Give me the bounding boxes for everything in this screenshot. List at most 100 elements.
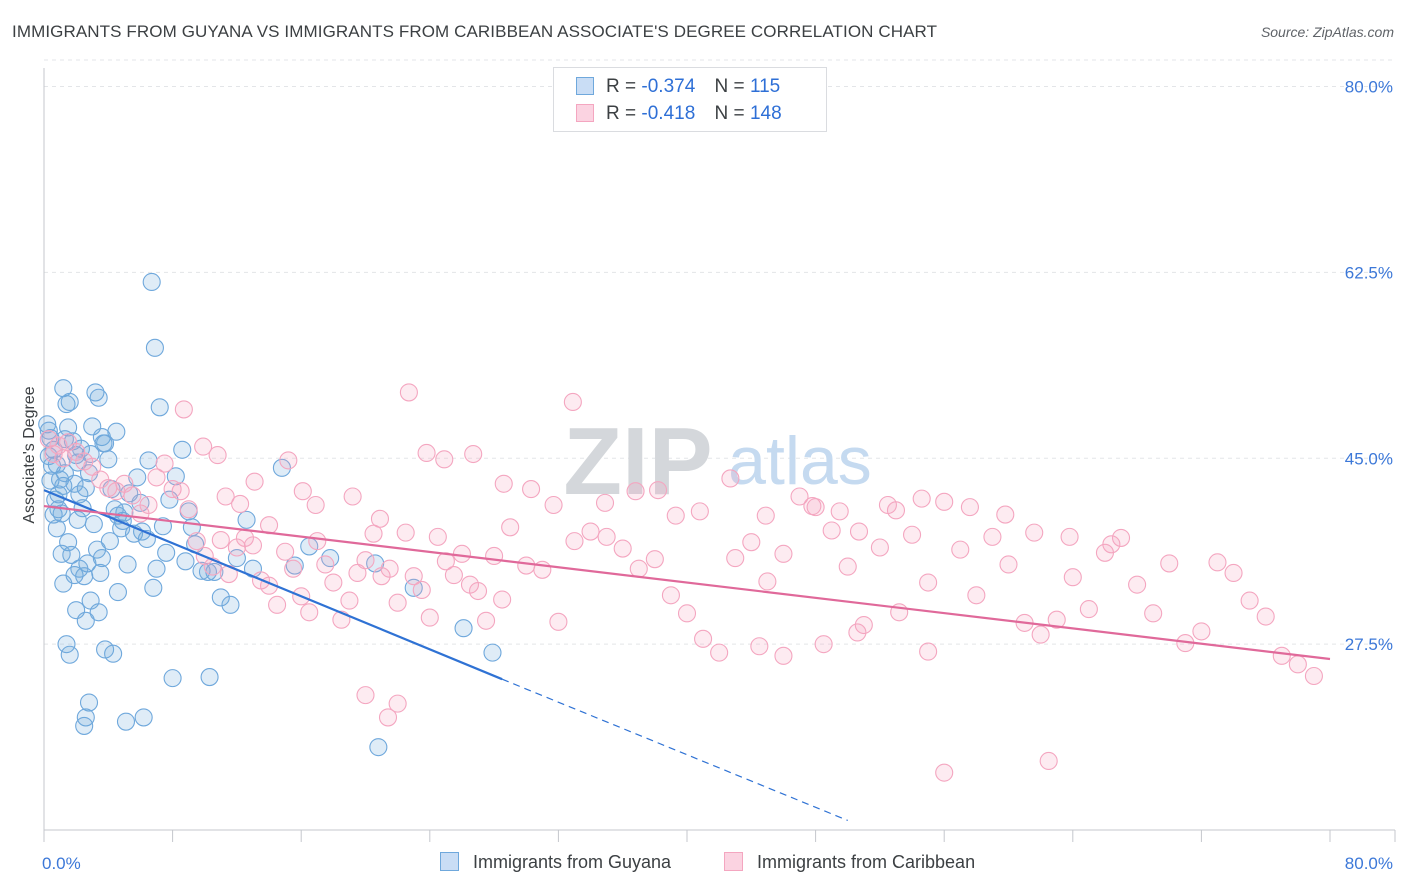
point-caribbean bbox=[293, 482, 312, 501]
legend-r-value-caribbean: -0.418 bbox=[641, 103, 696, 124]
point-guyana bbox=[108, 583, 127, 602]
legend-n-value-guyana: 115 bbox=[749, 76, 781, 97]
point-caribbean bbox=[452, 544, 472, 563]
point-guyana bbox=[70, 485, 89, 504]
y-tick-label: 27.5% bbox=[1345, 635, 1393, 654]
point-caribbean bbox=[356, 551, 375, 570]
trend-line-caribbean bbox=[43, 504, 1331, 661]
point-caribbean bbox=[870, 538, 889, 557]
point-caribbean bbox=[399, 383, 418, 402]
legend-row-guyana: R = -0.374 N = 115 bbox=[576, 76, 780, 100]
trend-line-guyana bbox=[43, 489, 503, 681]
point-guyana bbox=[79, 693, 99, 712]
point-caribbean bbox=[348, 563, 367, 583]
point-caribbean bbox=[388, 593, 407, 612]
point-caribbean bbox=[951, 540, 970, 559]
point-caribbean bbox=[268, 595, 287, 614]
point-caribbean bbox=[171, 482, 190, 501]
point-guyana bbox=[227, 549, 246, 568]
point-guyana bbox=[483, 643, 502, 662]
point-caribbean bbox=[878, 495, 897, 515]
point-caribbean bbox=[721, 469, 740, 488]
point-caribbean bbox=[626, 482, 645, 501]
point-caribbean bbox=[848, 623, 867, 642]
point-caribbean bbox=[208, 446, 227, 465]
legend-r-label: R = bbox=[606, 76, 637, 97]
chart-title: IMMIGRANTS FROM GUYANA VS IMMIGRANTS FRO… bbox=[12, 22, 938, 41]
point-guyana bbox=[104, 644, 123, 663]
point-caribbean bbox=[468, 581, 488, 601]
point-caribbean bbox=[245, 472, 264, 491]
point-guyana bbox=[157, 543, 176, 562]
trend-lines bbox=[43, 489, 1331, 821]
point-caribbean bbox=[613, 539, 632, 558]
point-caribbean bbox=[187, 532, 206, 551]
point-caribbean bbox=[935, 763, 954, 782]
watermark-zip: ZIP bbox=[563, 408, 712, 515]
point-caribbean bbox=[742, 533, 761, 552]
point-caribbean bbox=[1208, 553, 1227, 572]
point-caribbean bbox=[1039, 751, 1058, 771]
point-guyana bbox=[55, 464, 74, 483]
point-caribbean bbox=[849, 522, 869, 541]
point-guyana bbox=[60, 392, 79, 412]
point-caribbean bbox=[838, 557, 857, 576]
point-caribbean bbox=[444, 566, 463, 585]
point-guyana bbox=[153, 517, 173, 536]
x-tick-label: 0.0% bbox=[42, 854, 81, 873]
point-caribbean bbox=[1063, 568, 1082, 587]
point-caribbean bbox=[139, 495, 158, 515]
point-caribbean bbox=[549, 612, 568, 631]
point-caribbean bbox=[396, 523, 415, 542]
point-caribbean bbox=[690, 502, 709, 521]
point-caribbean bbox=[522, 480, 541, 499]
point-caribbean bbox=[726, 549, 745, 568]
point-caribbean bbox=[983, 527, 1002, 546]
y-tick-label: 62.5% bbox=[1345, 263, 1393, 282]
point-caribbean bbox=[44, 444, 63, 464]
gridlines bbox=[44, 59, 1395, 645]
legend-row-caribbean: R = -0.418 N = 148 bbox=[576, 103, 782, 127]
chart-source: Source: ZipAtlas.com bbox=[1260, 24, 1394, 40]
point-caribbean bbox=[501, 518, 520, 537]
point-caribbean bbox=[854, 615, 873, 635]
point-guyana bbox=[62, 545, 81, 564]
legend-swatch-caribbean bbox=[724, 852, 743, 871]
point-caribbean bbox=[677, 604, 697, 623]
point-guyana bbox=[176, 552, 195, 571]
point-caribbean bbox=[243, 536, 263, 555]
point-caribbean bbox=[666, 506, 685, 525]
point-caribbean bbox=[123, 486, 142, 505]
point-caribbean bbox=[276, 542, 295, 561]
point-caribbean bbox=[565, 532, 584, 551]
point-caribbean bbox=[364, 524, 383, 543]
point-caribbean bbox=[300, 603, 319, 622]
point-guyana bbox=[454, 619, 473, 638]
point-caribbean bbox=[1240, 591, 1259, 610]
point-caribbean bbox=[83, 457, 102, 476]
point-caribbean bbox=[960, 498, 979, 517]
point-caribbean bbox=[967, 586, 986, 605]
bottom-legend-guyana: Immigrants from Guyana bbox=[440, 852, 671, 873]
point-guyana bbox=[60, 645, 79, 664]
point-guyana bbox=[192, 561, 211, 580]
point-caribbean bbox=[935, 492, 954, 511]
legend-n-value-caribbean: 148 bbox=[749, 103, 782, 124]
point-caribbean bbox=[996, 505, 1015, 524]
correlation-legend: R = -0.374 N = 115 R = -0.418 N = 148 bbox=[553, 67, 827, 132]
point-caribbean bbox=[417, 443, 436, 463]
point-guyana bbox=[369, 738, 388, 757]
point-guyana bbox=[221, 595, 240, 614]
point-caribbean bbox=[388, 694, 407, 713]
point-caribbean bbox=[694, 629, 713, 648]
point-guyana bbox=[99, 450, 118, 469]
point-caribbean bbox=[1160, 554, 1179, 573]
point-caribbean bbox=[378, 708, 398, 727]
point-caribbean bbox=[1128, 575, 1147, 594]
point-caribbean bbox=[1031, 625, 1050, 644]
point-caribbean bbox=[370, 509, 390, 528]
point-caribbean bbox=[597, 527, 616, 546]
point-guyana bbox=[76, 611, 95, 630]
point-caribbean bbox=[1144, 604, 1163, 623]
